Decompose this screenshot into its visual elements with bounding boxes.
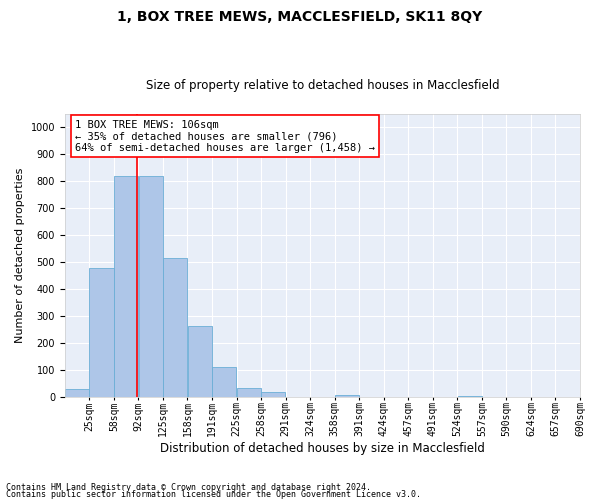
Bar [114, 176, 138, 397]
Bar [65, 390, 89, 397]
Bar [188, 326, 212, 397]
Bar [335, 395, 359, 397]
Y-axis label: Number of detached properties: Number of detached properties [15, 168, 25, 343]
Text: 1, BOX TREE MEWS, MACCLESFIELD, SK11 8QY: 1, BOX TREE MEWS, MACCLESFIELD, SK11 8QY [118, 10, 482, 24]
Text: Contains HM Land Registry data © Crown copyright and database right 2024.: Contains HM Land Registry data © Crown c… [6, 484, 371, 492]
Title: Size of property relative to detached houses in Macclesfield: Size of property relative to detached ho… [146, 79, 499, 92]
Bar [89, 268, 113, 397]
Bar [458, 396, 482, 397]
Text: 1 BOX TREE MEWS: 106sqm
← 35% of detached houses are smaller (796)
64% of semi-d: 1 BOX TREE MEWS: 106sqm ← 35% of detache… [75, 120, 375, 153]
Bar [163, 258, 187, 397]
Bar [237, 388, 261, 397]
Bar [212, 367, 236, 397]
Bar [139, 176, 163, 397]
Text: Contains public sector information licensed under the Open Government Licence v3: Contains public sector information licen… [6, 490, 421, 499]
X-axis label: Distribution of detached houses by size in Macclesfield: Distribution of detached houses by size … [160, 442, 485, 455]
Bar [261, 392, 286, 397]
